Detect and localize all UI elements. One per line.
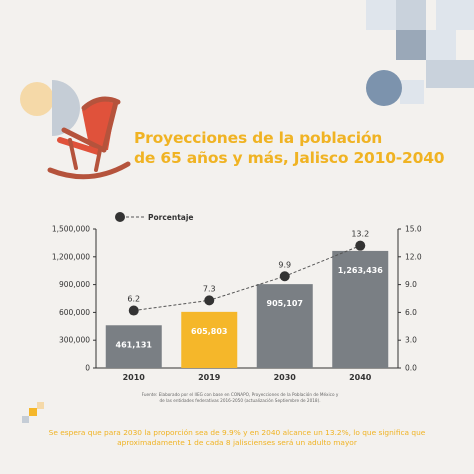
- bar-value-label: 905,107: [267, 299, 303, 308]
- right-tick-label: 9.0: [405, 280, 417, 289]
- chart: Porcentaje 0 300,000 600,000 900,000 1,200,0…: [52, 212, 422, 382]
- percentage-point: [355, 240, 366, 251]
- source-note: Fuente: Elaborado por el IIEG con base e…: [141, 392, 339, 403]
- percentage-point: [128, 305, 139, 316]
- blue-circle-decoration: [366, 70, 402, 106]
- footer-line-1: Se espera que para 2030 la proporción se…: [48, 428, 426, 437]
- gray-half-circle-decoration: [52, 80, 80, 136]
- small-squares-decoration: [22, 402, 44, 423]
- chart-title: Proyecciones de la población de 65 años …: [134, 128, 464, 168]
- rocking-chair-icon: [47, 96, 131, 180]
- right-tick-label: 3.0: [405, 336, 417, 345]
- legend-label: Porcentaje: [148, 213, 194, 222]
- title-line-1: Proyecciones de la población: [134, 129, 383, 147]
- percentage-label: 13.2: [351, 230, 369, 239]
- bar: [332, 250, 389, 368]
- x-tick-label: 2010: [123, 373, 146, 382]
- percentage-label: 7.3: [203, 284, 216, 293]
- right-tick-label: 15.0: [405, 225, 422, 234]
- right-tick-label: 12.0: [405, 252, 422, 261]
- footer-note: Se espera que para 2030 la proporción se…: [30, 428, 444, 448]
- left-tick-label: 300,000: [59, 336, 90, 345]
- bar: [181, 311, 238, 368]
- left-tick-label: 0: [85, 364, 90, 373]
- right-tick-label: 0.0: [405, 364, 417, 373]
- percentage-label: 9.9: [278, 260, 291, 269]
- legend-marker: [115, 212, 125, 222]
- bar-value-label: 461,131: [116, 340, 153, 349]
- pixel-squares-decoration: [366, 0, 474, 104]
- left-tick-label: 1,500,000: [52, 225, 90, 234]
- peach-circle-decoration: [20, 82, 54, 116]
- legend: Porcentaje: [115, 212, 194, 222]
- footer-line-2: aproximadamente 1 de cada 8 jaliscienses…: [117, 438, 357, 447]
- bar: [256, 284, 313, 368]
- percentage-point: [279, 271, 290, 282]
- percentage-label: 6.2: [127, 295, 140, 304]
- right-tick-label: 6.0: [405, 308, 417, 317]
- left-tick-label: 900,000: [59, 280, 90, 289]
- left-tick-label: 600,000: [59, 308, 90, 317]
- x-tick-label: 2040: [349, 373, 372, 382]
- title-line-2: de 65 años y más, Jalisco 2010-2040: [134, 149, 445, 167]
- bar-value-label: 1,263,436: [338, 266, 383, 275]
- bar-value-label: 605,803: [191, 327, 227, 336]
- x-tick-label: 2019: [198, 373, 221, 382]
- percentage-point: [204, 295, 215, 306]
- bar: [105, 325, 162, 368]
- x-tick-label: 2030: [274, 373, 297, 382]
- left-tick-label: 1,200,000: [52, 252, 90, 261]
- percentage-line: [133, 245, 361, 312]
